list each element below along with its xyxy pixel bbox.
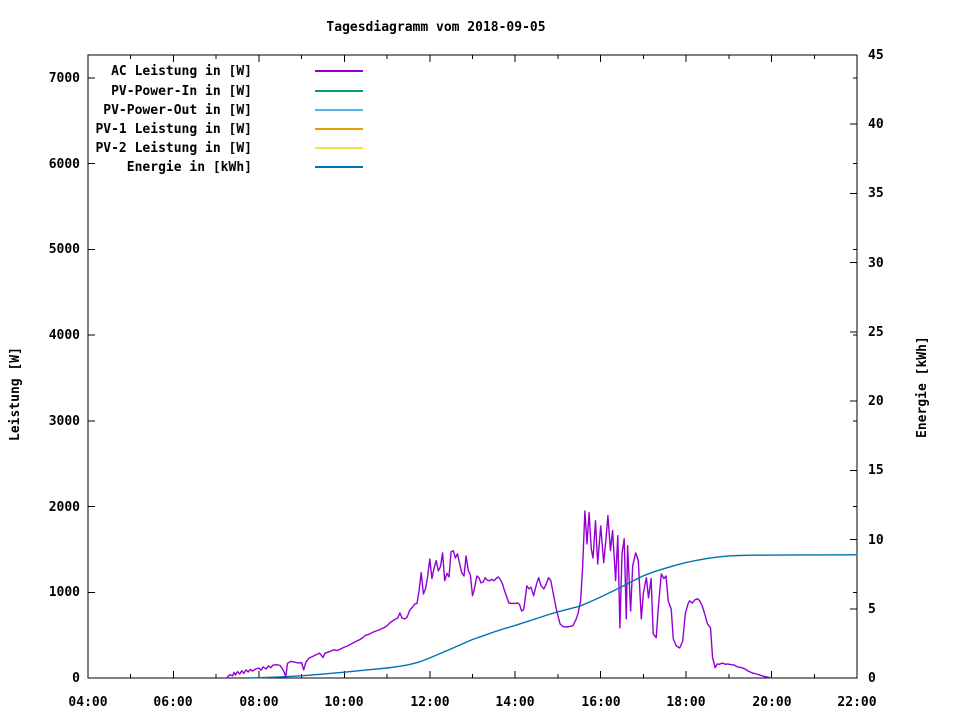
legend-label: PV-Power-Out in [W] <box>103 103 252 118</box>
legend-label: PV-1 Leistung in [W] <box>95 122 252 137</box>
legend-label: Energie in [kWh] <box>126 160 252 175</box>
x-tick-label: 20:00 <box>752 695 792 710</box>
y2-tick-label: 25 <box>868 325 884 340</box>
legend-key-line <box>315 128 363 130</box>
y2-tick-label: 15 <box>868 463 884 478</box>
x-tick-label: 06:00 <box>153 695 193 710</box>
x-tick-label: 12:00 <box>410 695 450 710</box>
y1-tick-label: 4000 <box>48 328 80 343</box>
y1-tick-label: 3000 <box>48 414 80 429</box>
y1-tick-label: 5000 <box>48 242 80 257</box>
y2-tick-label: 35 <box>868 186 884 201</box>
y2-axis-label: Energie [kWh] <box>915 336 930 438</box>
legend-label: PV-Power-In in [W] <box>111 84 252 99</box>
y1-tick-label: 6000 <box>48 157 80 172</box>
chart-title: Tagesdiagramm vom 2018-09-05 <box>326 20 546 35</box>
legend-key-line <box>315 90 363 92</box>
legend-key-line <box>315 166 363 168</box>
y2-tick-label: 30 <box>868 256 884 271</box>
legend-key-line <box>315 70 363 72</box>
x-tick-label: 08:00 <box>239 695 279 710</box>
y2-tick-label: 45 <box>868 48 884 63</box>
y1-tick-label: 0 <box>72 671 80 686</box>
x-tick-label: 16:00 <box>581 695 621 710</box>
legend-key-line <box>315 109 363 111</box>
y1-tick-label: 7000 <box>48 71 80 86</box>
x-tick-label: 22:00 <box>837 695 877 710</box>
x-tick-label: 14:00 <box>495 695 535 710</box>
x-tick-label: 04:00 <box>68 695 108 710</box>
legend-label: AC Leistung in [W] <box>111 64 252 79</box>
legend-label: PV-2 Leistung in [W] <box>95 141 252 156</box>
x-tick-label: 18:00 <box>666 695 706 710</box>
y2-tick-label: 0 <box>868 671 876 686</box>
y1-tick-label: 1000 <box>48 585 80 600</box>
y2-tick-label: 10 <box>868 533 884 548</box>
legend-key-line <box>315 147 363 149</box>
y2-tick-label: 20 <box>868 394 884 409</box>
x-tick-label: 10:00 <box>324 695 364 710</box>
y1-tick-label: 2000 <box>48 500 80 515</box>
y2-tick-label: 5 <box>868 602 876 617</box>
y1-axis-label: Leistung [W] <box>8 347 23 441</box>
y2-tick-label: 40 <box>868 117 884 132</box>
